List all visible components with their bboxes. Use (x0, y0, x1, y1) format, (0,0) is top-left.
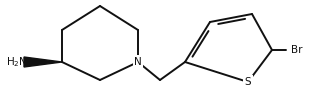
Text: S: S (245, 77, 251, 87)
Polygon shape (24, 57, 62, 67)
Text: H$_2$N: H$_2$N (6, 55, 28, 69)
Text: N: N (134, 57, 142, 67)
Text: Br: Br (291, 45, 303, 55)
